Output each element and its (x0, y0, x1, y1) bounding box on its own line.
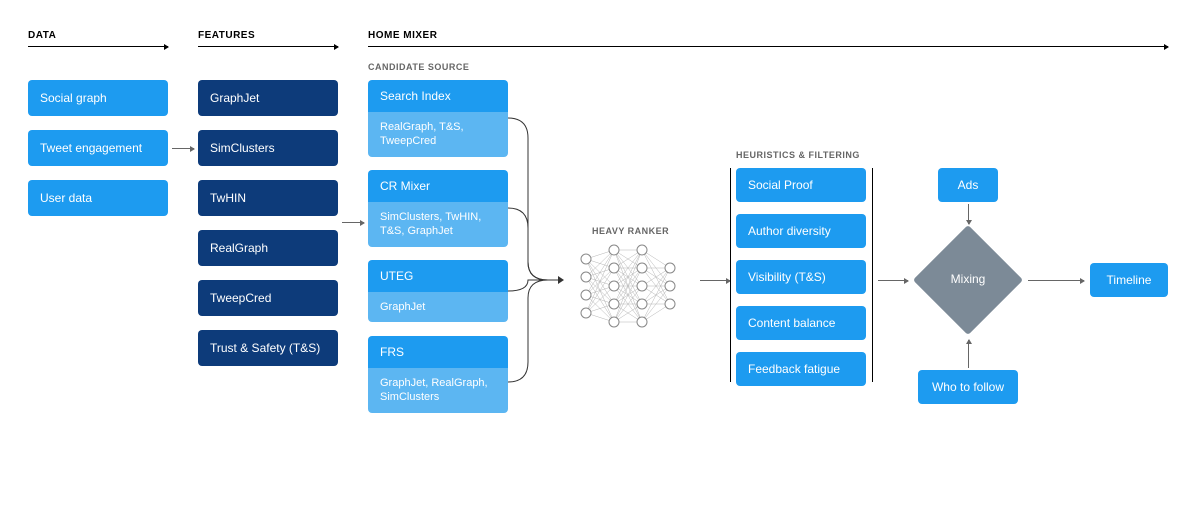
candidate-group-uteg: UTEGGraphJet (368, 260, 508, 322)
feature-box-graphjet: GraphJet (198, 80, 338, 116)
heuristic-box-author-diversity: Author diversity (736, 214, 866, 248)
candidate-main-search-index: Search Index (368, 80, 508, 112)
box-timeline: Timeline (1090, 263, 1168, 297)
heuristic-box-content-balance: Content balance (736, 306, 866, 340)
arrow-features-to-candidates (342, 222, 364, 223)
candidate-main-uteg: UTEG (368, 260, 508, 292)
mixing-label: Mixing (948, 272, 988, 286)
section-rule-home-mixer (368, 46, 1168, 47)
subheader-heuristics: HEURISTICS & FILTERING (736, 150, 860, 160)
feature-box-twhin: TwHIN (198, 180, 338, 216)
arrow-data-to-features (172, 148, 194, 149)
heuristic-box-social-proof: Social Proof (736, 168, 866, 202)
section-header-data: DATA (28, 30, 56, 41)
subheader-candidate-source: CANDIDATE SOURCE (368, 62, 469, 72)
box-ads: Ads (938, 168, 998, 202)
heuristics-right-bar (872, 168, 873, 382)
candidate-main-cr-mixer: CR Mixer (368, 170, 508, 202)
section-rule-data (28, 46, 168, 47)
section-header-features: FEATURES (198, 30, 255, 41)
candidate-sub-frs: GraphJet, RealGraph, SimClusters (368, 368, 508, 413)
data-box-user-data: User data (28, 180, 168, 216)
data-box-social-graph: Social graph (28, 80, 168, 116)
feature-box-tweepcred: TweepCred (198, 280, 338, 316)
who-to-follow-label: Who to follow (932, 380, 1004, 394)
feature-box-trust-safety: Trust & Safety (T&S) (198, 330, 338, 366)
arrow-mixing-to-timeline (1028, 280, 1084, 281)
candidate-sub-cr-mixer: SimClusters, TwHIN, T&S, GraphJet (368, 202, 508, 247)
box-who-to-follow: Who to follow (918, 370, 1018, 404)
heuristics-left-bar (730, 168, 731, 382)
subheader-heavy-ranker: HEAVY RANKER (592, 226, 669, 236)
feature-box-simclusters: SimClusters (198, 130, 338, 166)
arrow-heuristics-to-mixing (878, 280, 908, 281)
arrow-wtf-to-mixing (968, 340, 969, 368)
timeline-label: Timeline (1107, 273, 1152, 287)
data-box-tweet-engagement: Tweet engagement (28, 130, 168, 166)
candidate-group-frs: FRSGraphJet, RealGraph, SimClusters (368, 336, 508, 413)
arrow-ads-to-mixing (968, 204, 969, 224)
candidate-sub-search-index: RealGraph, T&S, TweepCred (368, 112, 508, 157)
candidate-sub-uteg: GraphJet (368, 292, 508, 322)
ads-label: Ads (958, 178, 979, 192)
heuristic-box-visibility: Visibility (T&S) (736, 260, 866, 294)
section-header-home-mixer: HOME MIXER (368, 30, 437, 41)
candidate-group-cr-mixer: CR MixerSimClusters, TwHIN, T&S, GraphJe… (368, 170, 508, 247)
candidate-group-search-index: Search IndexRealGraph, T&S, TweepCred (368, 80, 508, 157)
heavy-ranker-nn (576, 240, 680, 332)
arrow-ranker-to-heuristics (700, 280, 730, 281)
heuristic-box-feedback-fatigue: Feedback fatigue (736, 352, 866, 386)
feature-box-realgraph: RealGraph (198, 230, 338, 266)
candidate-main-frs: FRS (368, 336, 508, 368)
section-rule-features (198, 46, 338, 47)
